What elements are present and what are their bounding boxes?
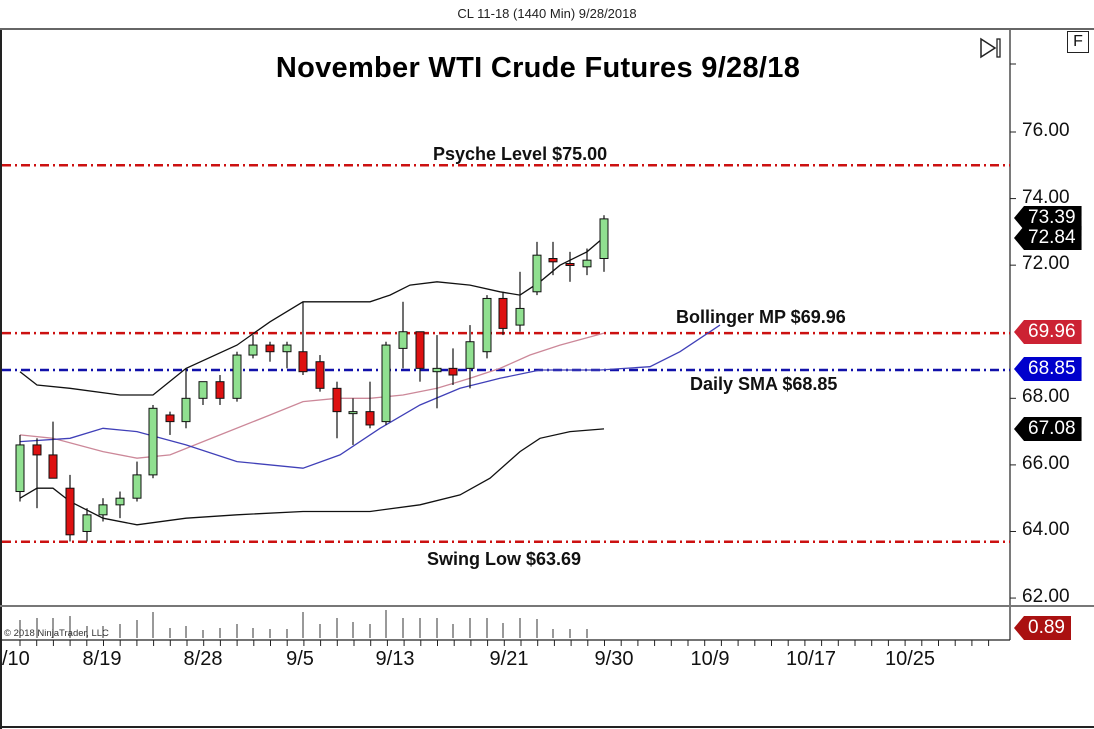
candle-body	[448, 367, 458, 376]
psyche-level-label: Psyche Level $75.00	[433, 144, 608, 164]
candle-body	[98, 504, 108, 516]
x-tick-label: 9/21	[489, 648, 529, 670]
candle-body	[348, 411, 358, 415]
candle-body	[215, 381, 225, 399]
y-tick-label: 74.00	[1022, 186, 1070, 208]
candle-body	[599, 218, 609, 260]
window-title: CL 11-18 (1440 Min) 9/28/2018	[457, 6, 637, 21]
y-tick-label: 66.00	[1022, 452, 1070, 474]
candle-body	[548, 258, 558, 263]
candle-body	[398, 331, 408, 349]
x-tick-label: /10	[2, 648, 30, 670]
candle-body	[298, 351, 308, 373]
jump-to-end-icon	[980, 37, 1001, 59]
line-daily-sma	[19, 324, 721, 469]
candle-body	[232, 354, 242, 399]
candle-body	[532, 254, 542, 293]
x-tick-label: 8/28	[183, 648, 223, 670]
bollinger-mp-label: Bollinger MP $69.96	[676, 307, 846, 327]
candle-body	[165, 414, 175, 423]
candle-body	[465, 341, 475, 369]
copyright-text: © 2018 NinjaTrader, LLC	[4, 628, 109, 639]
candle-body	[15, 444, 25, 493]
candle-body	[515, 307, 525, 326]
price-tag: 67.08	[1014, 417, 1082, 441]
candle-body	[498, 297, 508, 329]
candle-body	[381, 344, 391, 423]
swing-low-label: Swing Low $63.69	[427, 549, 582, 569]
price-tag: 0.89	[1014, 616, 1071, 640]
f-button[interactable]: F	[1067, 31, 1089, 53]
chart-title: November WTI Crude Futures 9/28/18	[275, 52, 801, 84]
line-bollinger-middle	[19, 332, 605, 459]
y-tick-label: 62.00	[1022, 586, 1070, 608]
chart-frame	[0, 28, 1094, 729]
x-tick-label: 9/5	[286, 648, 314, 670]
x-tick-label: 10/17	[785, 648, 837, 670]
x-tick-label: 9/13	[375, 648, 415, 670]
price-tag: 68.85	[1014, 357, 1082, 381]
y-tick-label: 72.00	[1022, 253, 1070, 275]
candle-body	[415, 331, 425, 369]
price-tag: 72.84	[1014, 226, 1082, 250]
candle-body	[332, 387, 342, 413]
candle-body	[315, 361, 325, 389]
candle-body	[432, 367, 442, 373]
x-tick-label: 10/25	[884, 648, 936, 670]
candle-body	[181, 397, 191, 423]
price-tag: 69.96	[1014, 320, 1082, 344]
candle-body	[32, 444, 42, 456]
candle-body	[482, 297, 492, 353]
candle-body	[198, 381, 208, 399]
candle-body	[582, 259, 592, 268]
candle-body	[365, 411, 375, 426]
daily-sma-label: Daily SMA $68.85	[690, 374, 838, 394]
y-tick-label: 76.00	[1022, 120, 1070, 141]
candle-body	[132, 474, 142, 499]
y-tick-label: 68.00	[1022, 386, 1070, 408]
jump-to-end-button[interactable]	[978, 36, 1004, 60]
candle-body	[282, 344, 292, 353]
x-tick-label: 10/9	[690, 648, 730, 670]
candle-body	[82, 514, 92, 532]
candle-body	[565, 262, 575, 266]
candle-body	[65, 487, 75, 536]
candle-body	[265, 344, 275, 353]
candle-body	[115, 497, 125, 506]
candle-body	[48, 454, 58, 479]
candle-body	[248, 344, 258, 356]
x-tick-label: 8/19	[82, 648, 122, 670]
line-bollinger-lower	[19, 428, 605, 526]
x-tick-label: 9/30	[594, 648, 634, 670]
candle-body	[148, 407, 158, 476]
y-tick-label: 64.00	[1022, 519, 1070, 541]
